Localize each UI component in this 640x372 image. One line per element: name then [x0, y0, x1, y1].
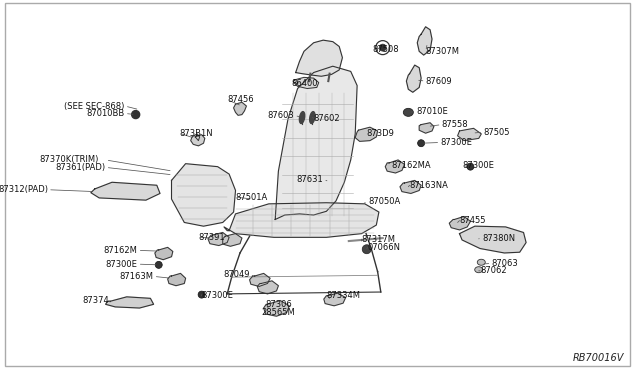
- Text: 87361(PAD): 87361(PAD): [56, 163, 106, 172]
- Polygon shape: [191, 134, 205, 146]
- Text: 87455: 87455: [460, 216, 486, 225]
- Text: 873D9: 873D9: [366, 129, 394, 138]
- Text: 87317M: 87317M: [362, 235, 396, 244]
- Text: 87300E: 87300E: [440, 138, 472, 147]
- Text: 87456: 87456: [227, 95, 254, 104]
- Polygon shape: [449, 217, 470, 230]
- Text: (SEE SEC-868): (SEE SEC-868): [65, 102, 125, 110]
- Polygon shape: [264, 301, 289, 316]
- Ellipse shape: [418, 140, 424, 147]
- Polygon shape: [91, 182, 160, 200]
- Polygon shape: [168, 273, 186, 286]
- Polygon shape: [458, 128, 481, 141]
- Text: 87312(PAD): 87312(PAD): [0, 185, 48, 194]
- Text: 873B1N: 873B1N: [179, 129, 213, 138]
- Ellipse shape: [475, 267, 483, 273]
- Text: 87162M: 87162M: [104, 246, 138, 255]
- Polygon shape: [400, 180, 421, 193]
- Text: 87391: 87391: [198, 233, 225, 242]
- Text: 28565M: 28565M: [261, 308, 295, 317]
- Polygon shape: [296, 40, 342, 76]
- Polygon shape: [208, 232, 229, 246]
- Polygon shape: [460, 226, 526, 253]
- Text: 87609: 87609: [426, 77, 452, 86]
- Text: 87162MA: 87162MA: [392, 161, 431, 170]
- Polygon shape: [419, 123, 434, 133]
- Text: 86400: 86400: [291, 79, 317, 88]
- Text: 87163NA: 87163NA: [410, 181, 449, 190]
- Text: 87049: 87049: [223, 270, 250, 279]
- Polygon shape: [155, 247, 173, 260]
- Ellipse shape: [310, 112, 315, 124]
- Ellipse shape: [467, 163, 474, 170]
- Text: 87306: 87306: [266, 300, 292, 309]
- Text: 87501A: 87501A: [236, 193, 268, 202]
- Text: RB70016V: RB70016V: [573, 353, 624, 363]
- Text: 87163M: 87163M: [120, 272, 154, 281]
- Text: 87631: 87631: [296, 175, 323, 184]
- Text: 87505: 87505: [483, 128, 509, 137]
- Text: 87063: 87063: [492, 259, 518, 268]
- Text: 87050A: 87050A: [368, 198, 400, 206]
- Text: 87602: 87602: [314, 114, 340, 123]
- Text: 87380N: 87380N: [482, 234, 515, 243]
- Polygon shape: [234, 102, 246, 115]
- Polygon shape: [275, 66, 357, 219]
- Polygon shape: [293, 77, 319, 89]
- Polygon shape: [406, 65, 421, 92]
- Text: 87370K(TRIM): 87370K(TRIM): [40, 155, 99, 164]
- Text: 87334M: 87334M: [326, 291, 360, 300]
- Polygon shape: [355, 127, 378, 141]
- Ellipse shape: [477, 259, 485, 265]
- Ellipse shape: [380, 44, 386, 51]
- Text: 87374: 87374: [82, 296, 109, 305]
- Polygon shape: [106, 297, 154, 308]
- Polygon shape: [324, 293, 346, 306]
- Ellipse shape: [198, 291, 205, 298]
- Text: 87307M: 87307M: [426, 47, 460, 56]
- Polygon shape: [257, 281, 278, 294]
- Text: 87603: 87603: [268, 111, 294, 120]
- Text: 87010E: 87010E: [416, 107, 448, 116]
- Polygon shape: [385, 160, 404, 173]
- Polygon shape: [250, 273, 270, 286]
- Text: 87300E: 87300E: [202, 291, 234, 300]
- Ellipse shape: [362, 245, 371, 254]
- Text: 87508: 87508: [372, 45, 399, 54]
- Polygon shape: [172, 164, 236, 226]
- Ellipse shape: [300, 112, 305, 124]
- Polygon shape: [224, 203, 379, 237]
- Text: 07066N: 07066N: [368, 243, 401, 252]
- Text: 87010BB: 87010BB: [86, 109, 125, 118]
- Text: 87558: 87558: [442, 120, 468, 129]
- Polygon shape: [417, 27, 432, 55]
- Polygon shape: [223, 234, 242, 246]
- Text: 87300E: 87300E: [106, 260, 138, 269]
- Ellipse shape: [156, 262, 162, 268]
- Ellipse shape: [132, 110, 140, 119]
- Text: 87300E: 87300E: [462, 161, 494, 170]
- Text: 87062: 87062: [480, 266, 507, 275]
- Ellipse shape: [403, 108, 413, 116]
